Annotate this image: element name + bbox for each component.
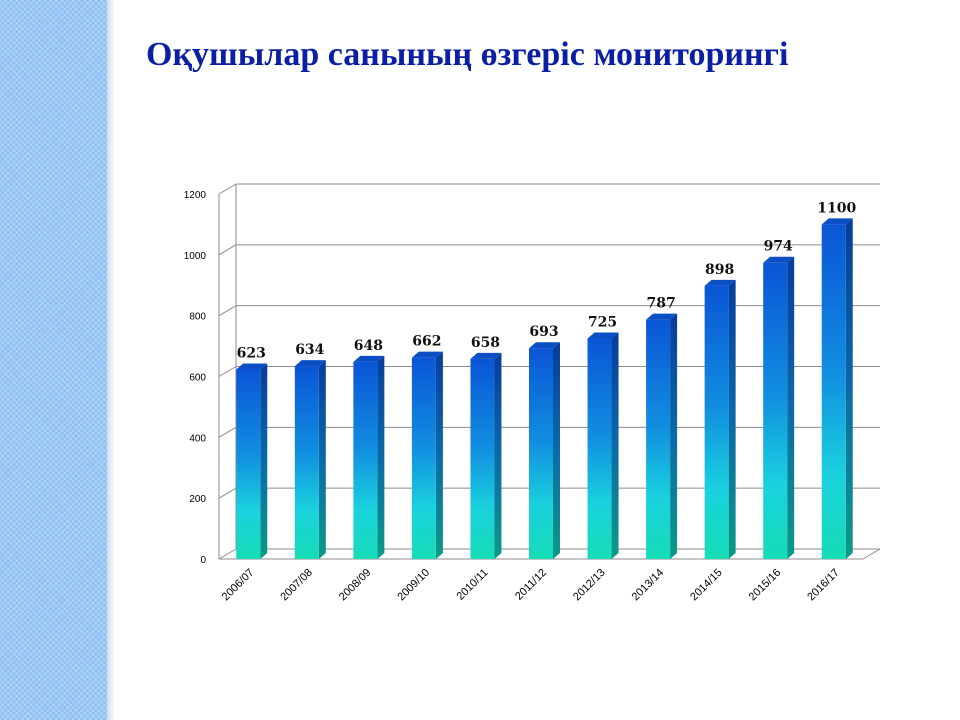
y-tick-label: 0 [200,555,206,566]
data-label: 1100 [817,200,856,216]
data-label: 662 [412,334,441,350]
bar [587,332,619,559]
bar-front-face [821,224,846,559]
data-label: 725 [588,314,617,330]
bar-front-face [763,262,788,559]
data-label: 658 [471,335,500,351]
x-tick-label: 2009/10 [395,567,432,604]
side-decorative-band [0,0,107,720]
bar-top-face [587,332,619,339]
bar [704,279,736,559]
bar-front-face [411,357,436,559]
bar-side-face [494,352,502,559]
x-tick-label: 2013/14 [630,567,667,604]
floor-edge [862,548,881,560]
x-tick-label: 2007/08 [278,567,315,604]
y-tick-label: 600 [189,373,206,384]
bar-side-face [728,279,736,559]
y-tick-label: 200 [189,494,206,505]
bar-side-face [260,363,268,559]
y-tick-label: 400 [189,433,206,444]
x-tick-label: 2015/16 [747,567,784,604]
wall-tick-line [218,305,237,317]
wall-tick-line [218,548,237,560]
slide-title: Оқушылар санының өзгеріс мониторингі [146,36,789,73]
x-tick-label: 2014/15 [688,567,725,604]
bar-top-face [236,363,268,370]
bar-top-face [763,256,795,263]
bar-front-face [353,361,378,559]
data-label: 634 [295,342,324,358]
x-tick-label: 2011/12 [513,567,549,603]
chart-bars [236,218,853,559]
data-label: 693 [529,324,558,340]
data-label: 623 [237,346,266,362]
wall-tick-line [218,487,237,499]
x-tick-label: 2012/13 [571,567,608,604]
bar [411,351,443,559]
bar-front-face [294,366,319,559]
data-label: 974 [764,239,793,255]
bar [236,363,268,559]
wall-tick-line [218,183,237,195]
y-tick-label: 1000 [184,251,207,262]
bar-side-face [845,218,853,559]
data-label: 787 [646,296,675,312]
bar-front-face [704,285,729,559]
chart-labels: 0 200 400 600 800 1000 1200 623 2006/07 634 2007/0… [184,190,857,603]
bar-top-face [529,342,560,349]
bar-top-face [646,313,678,320]
bar-side-face [318,360,326,559]
wall-tick-line [218,366,237,377]
bar [470,352,502,559]
data-label: 648 [354,338,383,354]
bar [529,342,560,559]
bar-top-face [470,352,502,359]
bar-side-face [553,342,560,559]
bar-front-face [646,319,671,559]
y-tick-label: 800 [189,312,206,323]
bar-top-face [411,351,443,358]
wall-tick-line [218,244,237,256]
bar-side-face [787,256,795,559]
bar-front-face [587,338,612,559]
side-band-shadow [107,0,115,720]
x-tick-label: 2008/09 [337,567,374,604]
bar-side-face [377,355,385,559]
bar-top-face [353,355,385,362]
bar-front-face [529,348,553,559]
bar [353,355,385,559]
bar-side-face [435,351,443,559]
x-tick-label: 2006/07 [220,567,257,604]
bar [646,313,678,559]
x-tick-label: 2010/11 [455,567,491,603]
bar [821,218,853,559]
y-tick-label: 1200 [184,190,207,201]
bar-side-face [611,332,619,559]
x-tick-label: 2016/17 [805,567,842,604]
bar-side-face [670,313,678,559]
bar-top-face [294,360,326,367]
bar-front-face [470,358,495,559]
wall-tick-line [218,426,237,438]
bar-top-face [704,279,736,286]
data-label: 898 [705,262,734,278]
bar [294,360,326,559]
bar-front-face [236,369,261,559]
bar [763,256,795,559]
bar-top-face [821,218,853,225]
